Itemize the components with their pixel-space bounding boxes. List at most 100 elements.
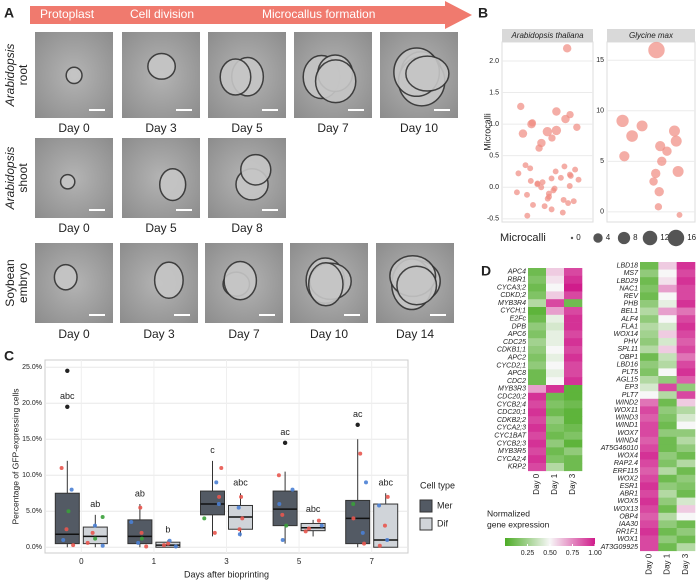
point — [129, 520, 133, 524]
heat-cell — [658, 262, 677, 270]
column-label: Day 1 — [663, 553, 672, 574]
point — [662, 147, 671, 156]
heat-cell — [564, 307, 582, 315]
stage-label: Protoplast — [40, 7, 95, 21]
point — [523, 162, 529, 168]
y-axis-label: Microcalli — [482, 113, 492, 151]
point — [540, 179, 546, 185]
heat-cell — [528, 315, 546, 323]
heat-cell — [528, 323, 546, 331]
significance-letter: abc — [233, 478, 248, 488]
heat-cell — [658, 452, 677, 460]
heat-cell — [677, 399, 696, 407]
y-tick-label: 1.5 — [489, 89, 499, 96]
colorbar-tick-label: 1.00 — [588, 550, 602, 557]
point — [572, 167, 578, 173]
point — [91, 531, 95, 535]
heat-cell — [640, 292, 659, 300]
gene-label: WIND3 — [615, 415, 638, 422]
gene-label: CDKD;2 — [500, 292, 526, 299]
heat-cell — [640, 391, 659, 399]
x-axis-label: Days after bioprinting — [184, 569, 269, 579]
point — [535, 181, 541, 187]
gene-label: CYCA2;3 — [497, 425, 526, 432]
panel-label: C — [4, 348, 14, 364]
heat-cell — [640, 376, 659, 384]
gene-label: ALF4 — [620, 316, 638, 323]
heat-cell — [677, 406, 696, 414]
heat-cell — [658, 437, 677, 445]
point — [213, 531, 217, 535]
y-tick-label: -0.5 — [487, 216, 499, 223]
heat-cell — [640, 300, 659, 308]
heat-cell — [564, 268, 582, 276]
column-label: Day 3 — [568, 473, 577, 494]
point — [616, 115, 628, 127]
heat-cell — [528, 377, 546, 385]
point — [277, 473, 281, 477]
heat-cell — [564, 432, 582, 440]
heat-cell — [658, 467, 677, 475]
y-tick-label: 15.0% — [22, 436, 42, 443]
point — [378, 544, 382, 548]
heat-cell — [546, 393, 564, 401]
gene-label: CDC20;2 — [497, 394, 526, 401]
x-tick-label: 7 — [369, 557, 374, 566]
point — [567, 172, 573, 178]
cell — [309, 263, 343, 306]
heat-cell — [564, 299, 582, 307]
y-tick-label: 0.0% — [26, 544, 42, 551]
heat-cell — [546, 424, 564, 432]
gene-label: AGL15 — [615, 377, 638, 384]
x-tick-label: 0 — [79, 557, 84, 566]
heat-cell — [658, 460, 677, 468]
point — [528, 178, 534, 184]
point — [239, 495, 243, 499]
heat-cell — [528, 369, 546, 377]
heat-cell — [564, 393, 582, 401]
cell — [61, 175, 75, 189]
gene-label: RAP2.4 — [614, 460, 638, 467]
gene-label: OBP4 — [619, 513, 638, 520]
heat-cell — [640, 262, 659, 270]
heat-cell — [640, 460, 659, 468]
point — [576, 177, 582, 183]
heat-cell — [528, 463, 546, 471]
gene-label: IAA30 — [619, 521, 638, 528]
heat-cell — [677, 475, 696, 483]
heat-cell — [658, 513, 677, 521]
point — [651, 169, 660, 178]
day-label: Day 7 — [317, 121, 349, 135]
point — [552, 107, 560, 115]
heat-cell — [658, 277, 677, 285]
point — [284, 524, 288, 528]
facet-title: Arabidopsis thaliana — [510, 31, 584, 40]
point — [351, 516, 355, 520]
gene-label: CYCH;1 — [500, 308, 526, 315]
heat-cell — [640, 399, 659, 407]
heat-cell — [677, 384, 696, 392]
y-tick-label: 0 — [600, 209, 604, 216]
heat-cell — [640, 467, 659, 475]
heat-cell — [640, 513, 659, 521]
point — [543, 127, 552, 136]
point — [358, 452, 362, 456]
gene-label: CYCB2;4 — [497, 401, 526, 408]
gene-label: CDC25 — [503, 339, 526, 346]
heat-cell — [658, 391, 677, 399]
gene-label: LBD16 — [617, 361, 639, 368]
point — [61, 538, 65, 542]
heat-cell — [564, 284, 582, 292]
cell — [160, 169, 186, 201]
row-label: root — [16, 64, 30, 85]
heat-cell — [546, 354, 564, 362]
point — [217, 495, 221, 499]
cell — [406, 56, 449, 91]
gene-label: SPL11 — [618, 346, 639, 353]
point — [571, 198, 577, 204]
heat-cell — [658, 300, 677, 308]
point — [237, 506, 241, 510]
significance-letter: abc — [306, 504, 321, 514]
gene-label: WIND1 — [615, 422, 638, 429]
box — [346, 500, 370, 543]
